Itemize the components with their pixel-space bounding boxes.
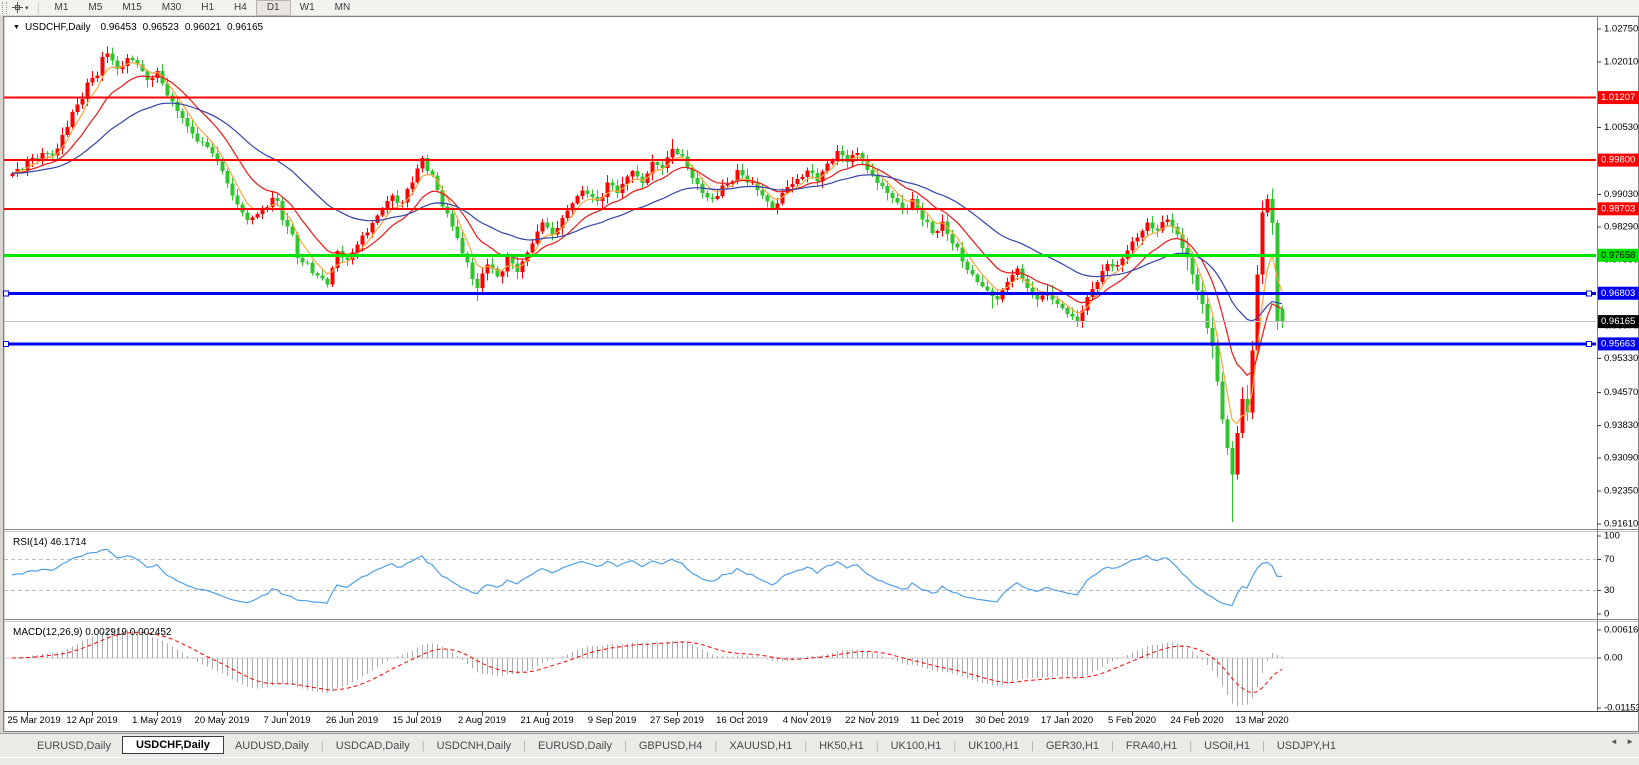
chart-window — [3, 16, 1639, 732]
chart-symbol-header: ▼ USDCHF,Daily 0.96453 0.96523 0.96021 0… — [13, 22, 269, 33]
timeframe-button-h1[interactable]: H1 — [201, 1, 215, 13]
tab-uk100-h1[interactable]: UK100,H1 — [890, 739, 942, 752]
tab-separator: | — [1261, 739, 1265, 752]
status-strip — [0, 757, 1639, 765]
tab-scroll-right-icon[interactable]: ► — [1626, 737, 1634, 746]
tab-uk100-h1[interactable]: UK100,H1 — [968, 739, 1019, 752]
ohlc-close: 0.96165 — [226, 22, 264, 33]
toolbar-grip-handle[interactable] — [2, 1, 7, 14]
ohlc-open: 0.96453 — [100, 22, 137, 33]
tab-eurusd-daily[interactable]: EURUSD,Daily — [538, 739, 612, 752]
toolbar-separator — [37, 1, 39, 14]
timeframe-button-d1[interactable]: D1 — [255, 0, 291, 16]
timeframe-button-h4[interactable]: H4 — [234, 1, 247, 13]
ohlc-low: 0.96021 — [184, 22, 221, 33]
tab-separator: | — [623, 739, 627, 752]
ohlc-high: 0.96523 — [142, 22, 179, 33]
tab-usdchf-daily[interactable]: USDCHF,Daily — [121, 735, 224, 754]
tab-separator: | — [1189, 739, 1193, 752]
timeframe-button-w1[interactable]: W1 — [299, 1, 315, 13]
tab-separator: | — [804, 739, 808, 752]
timeframe-button-mn[interactable]: MN — [334, 1, 351, 13]
crosshair-glyph — [12, 2, 23, 13]
tab-separator: | — [1111, 739, 1114, 752]
crosshair-tool-icon[interactable] — [11, 1, 24, 14]
tab-audusd-daily[interactable]: AUDUSD,Daily — [234, 739, 309, 752]
tab-separator: | — [421, 739, 425, 752]
timeframe-button-m15[interactable]: M15 — [122, 1, 142, 13]
timeframe-button-group: M1 M5 M15 M30 H1 H4 D1 W1 MN — [45, 0, 361, 16]
tab-hk50-h1[interactable]: HK50,H1 — [819, 739, 864, 752]
toolbar: ▾ M1 M5 M15 M30 H1 H4 D1 W1 MN — [0, 0, 1639, 16]
macd-indicator-label: MACD(12,26,9) 0.002919 0.002452 — [13, 627, 172, 638]
timeframe-button-m30[interactable]: M30 — [161, 1, 182, 13]
tab-separator: | — [953, 739, 957, 752]
timeframe-button-m1[interactable]: M1 — [54, 1, 69, 13]
tab-separator: | — [714, 739, 718, 752]
tab-usoil-h1[interactable]: USOil,H1 — [1204, 739, 1250, 752]
tab-gbpusd-h4[interactable]: GBPUSD,H4 — [638, 739, 703, 752]
rsi-indicator-label: RSI(14) 46.1714 — [13, 537, 87, 548]
tab-scroll-arrows: ◄ ► — [1604, 737, 1634, 746]
tab-eurusd-daily[interactable]: EURUSD,Daily — [37, 739, 111, 752]
tab-xauusd-h1[interactable]: XAUUSD,H1 — [729, 739, 793, 752]
chart-symbol-label: USDCHF,Daily — [24, 22, 91, 33]
timeframe-button-m5[interactable]: M5 — [88, 1, 103, 13]
tab-usdcnh-daily[interactable]: USDCNH,Daily — [436, 739, 512, 752]
tab-scroll-left-icon[interactable]: ◄ — [1609, 737, 1618, 746]
tab-separator: | — [1031, 739, 1034, 752]
tab-separator: | — [320, 739, 324, 752]
tab-usdcad-daily[interactable]: USDCAD,Daily — [335, 739, 410, 752]
tab-usdjpy-h1[interactable]: USDJPY,H1 — [1276, 739, 1336, 752]
tool-dropdown-caret-icon[interactable]: ▾ — [25, 4, 29, 12]
tab-separator: | — [875, 739, 879, 752]
chart-menu-icon[interactable]: ▼ — [13, 24, 20, 31]
tab-fra40-h1[interactable]: FRA40,H1 — [1125, 739, 1178, 752]
tab-separator: | — [523, 739, 527, 752]
chart-tab-bar: EURUSD,Daily USDCHF,Daily AUDUSD,Daily | USD… — [0, 733, 1639, 757]
tab-ger30-h1[interactable]: GER30,H1 — [1045, 739, 1100, 752]
